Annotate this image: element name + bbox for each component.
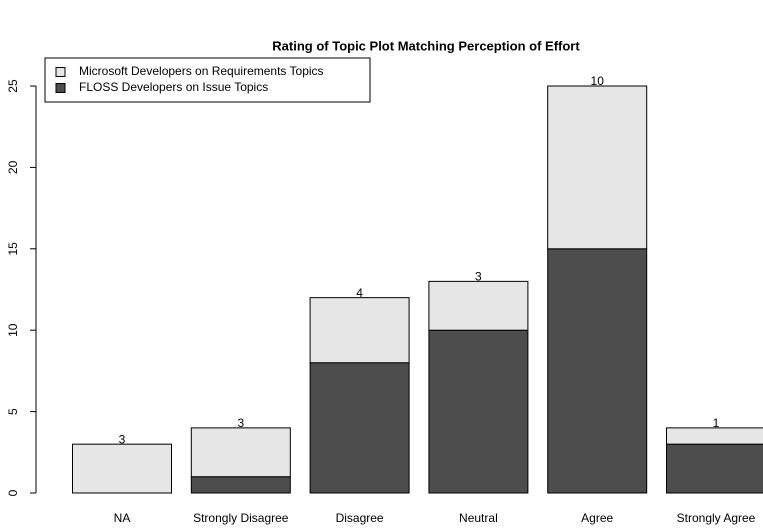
y-tick-label: 20 — [6, 160, 20, 174]
x-tick-label: NA — [114, 511, 131, 525]
legend-box — [44, 57, 371, 103]
data-label: 4 — [356, 286, 363, 300]
y-tick-label: 5 — [6, 408, 20, 415]
data-label: 3 — [237, 416, 244, 430]
bar-segment — [428, 329, 529, 494]
bar-segment — [547, 85, 648, 250]
bar-segment — [72, 443, 172, 494]
legend-swatch — [55, 83, 66, 93]
y-tick-label: 15 — [6, 242, 20, 256]
data-label: 1 — [713, 416, 720, 430]
legend-swatch — [55, 67, 66, 77]
data-label: 3 — [475, 270, 482, 284]
bar-segment — [547, 248, 648, 494]
legend-label: Microsoft Developers on Requirements Top… — [79, 64, 324, 78]
data-label: 10 — [591, 74, 605, 88]
bar-segment — [309, 362, 410, 494]
bar-segment — [428, 280, 529, 331]
y-tick-label: 0 — [6, 489, 20, 496]
y-tick-label: 10 — [6, 323, 20, 337]
bar-segment — [190, 476, 291, 494]
x-tick-label: Disagree — [336, 511, 384, 525]
bar-segment — [666, 443, 763, 494]
x-tick-label: Neutral — [459, 511, 498, 525]
data-label: 3 — [119, 432, 126, 446]
x-tick-label: Agree — [581, 511, 613, 525]
legend-label: FLOSS Developers on Issue Topics — [79, 80, 268, 94]
bar-segment — [666, 427, 763, 445]
y-tick-label: 25 — [6, 79, 20, 93]
x-tick-label: Strongly Disagree — [193, 511, 289, 525]
bar-segment — [190, 427, 291, 478]
chart-title: Rating of Topic Plot Matching Perception… — [272, 38, 580, 53]
bar-segment — [309, 297, 410, 364]
x-tick-label: Strongly Agree — [677, 511, 756, 525]
